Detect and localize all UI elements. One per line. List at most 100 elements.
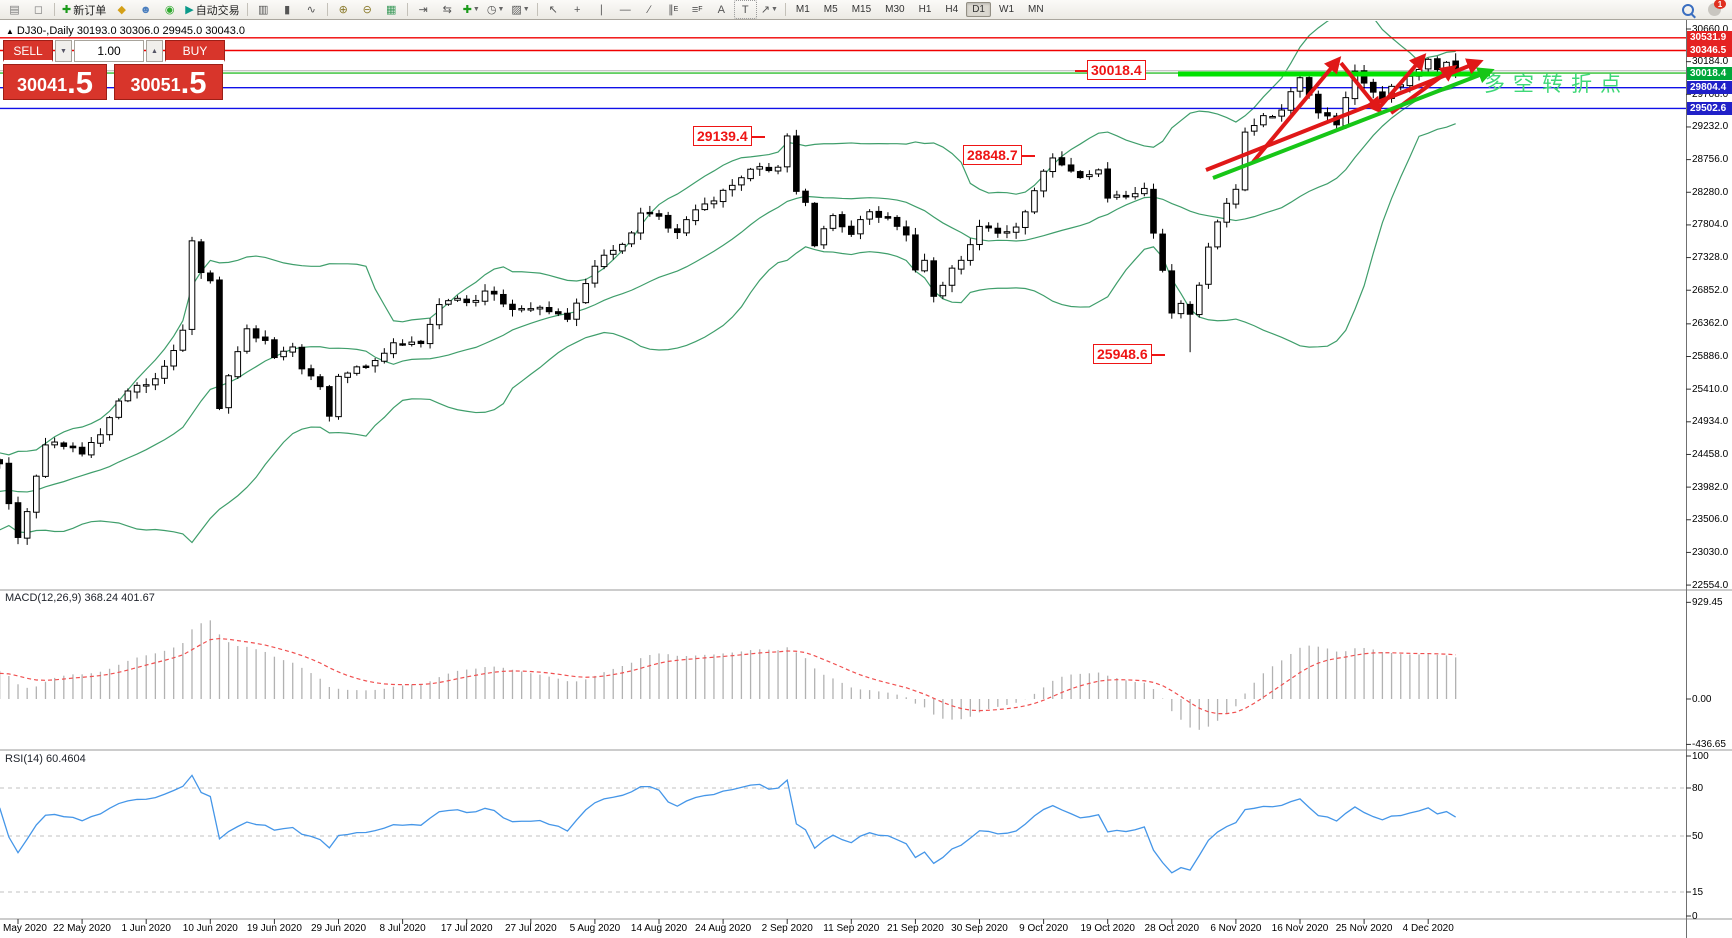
price-axis-tick: 29232.0 [1692, 121, 1729, 133]
rsi-axis-tick: 15 [1692, 886, 1704, 898]
trend-arrows[interactable] [1178, 53, 1495, 180]
template-grid-icon: ▨ [511, 4, 522, 16]
timeframe-h1[interactable]: H1 [918, 4, 932, 15]
horizontal-line-icon[interactable]: — [619, 3, 631, 16]
price-callout[interactable]: 28848.7 [963, 145, 1035, 165]
volume-input[interactable] [74, 40, 144, 62]
buy-price-main: 30051 [130, 75, 181, 95]
new-order-label: 新订单 [73, 4, 107, 17]
date-axis-label: 11 Sep 2020 [823, 923, 880, 934]
buy-price-display[interactable]: 30051.5 [114, 64, 223, 100]
fibo-sub-label: F [698, 6, 703, 13]
buy-button[interactable]: BUY [165, 40, 225, 62]
price-badge: 30346.5 [1687, 44, 1732, 57]
bar-chart-icon[interactable]: ▥ [257, 4, 269, 16]
text-label-icon[interactable]: T [733, 0, 757, 19]
line-chart-icon[interactable]: ∿ [306, 4, 316, 16]
fibo-lines-icon: ≡ [691, 3, 699, 16]
macd-axis-tick: -436.65 [1692, 738, 1726, 750]
toolbar-separator [536, 3, 538, 16]
funnel-icon[interactable]: ◆ [117, 4, 126, 16]
timeframe-mn[interactable]: MN [1028, 4, 1044, 15]
autotrade-icon: ▶ [185, 4, 194, 16]
date-axis-label: 25 Nov 2020 [1335, 923, 1393, 934]
date-axis-label: 21 Sep 2020 [887, 923, 944, 934]
new-order-button[interactable]: ✚ 新订单 [59, 0, 109, 19]
price-axis-tick: 26362.0 [1692, 318, 1729, 330]
crosshair-icon[interactable]: + [574, 3, 581, 16]
main-toolbar: ▤ ◻ ✚ 新订单 ◆ ☻ ◉ ▶ 自动交易 ▥ ▮ ∿ ⊕ ⊖ ▦ ⇥ ⇆ ✚… [0, 0, 1732, 20]
price-callout[interactable]: 25948.6 [1093, 344, 1165, 364]
autotrade-button[interactable]: ▶ 自动交易 [182, 0, 242, 19]
signal-icon[interactable]: ◉ [164, 4, 175, 16]
candle-chart-icon[interactable]: ▮ [284, 4, 291, 16]
date-axis-label: 27 Jul 2020 [504, 923, 557, 934]
chart-shift-icon[interactable]: ⇆ [442, 4, 452, 16]
text-tool-icon[interactable]: A [717, 3, 725, 16]
price-badge: 29502.6 [1687, 101, 1732, 115]
price-axis-tick: 30184.0 [1692, 56, 1729, 68]
chart-window-icon[interactable]: ▤ [9, 4, 20, 16]
auto-scroll-icon[interactable]: ⇥ [418, 4, 428, 16]
price-level-lines[interactable] [0, 37, 1686, 110]
timeframe-d1[interactable]: D1 [966, 2, 991, 17]
date-axis-label: 10 Jun 2020 [182, 923, 238, 934]
trendline-icon[interactable]: ∕ [648, 3, 651, 16]
price-axis-tick: 24934.0 [1692, 416, 1729, 428]
zoom-out-icon[interactable]: ⊖ [362, 4, 372, 16]
timeframe-w1[interactable]: W1 [999, 4, 1014, 15]
price-axis-tick: 26852.0 [1692, 284, 1729, 296]
template-icon[interactable]: ▨ ▼ [508, 0, 532, 19]
rsi-pane-plot [0, 774, 1686, 893]
timeframe-h4[interactable]: H4 [945, 4, 959, 15]
toolbar-separator [326, 3, 328, 16]
notification-icon[interactable]: 1 [1708, 0, 1726, 16]
clock-icon: ◷ [486, 4, 497, 16]
volume-increase-button[interactable]: ▲ [146, 40, 163, 62]
fibonacci-icon[interactable]: ≡ F [686, 0, 709, 19]
search-icon[interactable] [1682, 3, 1694, 16]
price-axis-tick: 29708.0 [1692, 88, 1729, 100]
toolbar-separator [54, 3, 55, 16]
chevron-down-icon: ▼ [472, 6, 480, 13]
symbol-header: ▲ DJ30-,Daily 30193.0 30306.0 29945.0 300… [6, 25, 245, 37]
symbol-ohlc-text: DJ30-,Daily 30193.0 30306.0 29945.0 3004… [16, 25, 246, 37]
timeframe-m5[interactable]: M5 [823, 4, 838, 15]
autotrade-label: 自动交易 [195, 4, 240, 17]
sell-price-display[interactable]: 30041.5 [3, 64, 107, 100]
timeframe-m1[interactable]: M1 [795, 4, 810, 15]
indicators-icon[interactable]: ✚ ▼ [460, 0, 483, 19]
chinese-annotation[interactable]: 多空转折点 [1484, 73, 1629, 96]
notification-badge: 1 [1714, 0, 1726, 9]
cursor-icon[interactable]: ↖ [548, 4, 558, 16]
vertical-line-icon[interactable]: ∣ [598, 4, 604, 16]
rsi-label: RSI(14) 60.4604 [5, 753, 86, 765]
profile-icon[interactable]: ☻ [139, 3, 152, 16]
trend-arrow-5[interactable] [1205, 58, 1484, 172]
price-axis-tick: 25886.0 [1692, 350, 1729, 362]
timeframe-m30[interactable]: M30 [885, 4, 905, 15]
zoom-in-icon[interactable]: ⊕ [338, 4, 348, 16]
channel-lines-icon: ∥ [668, 4, 674, 16]
sell-button[interactable]: SELL [3, 40, 53, 62]
date-axis-label: 19 Jun 2020 [246, 923, 302, 934]
periods-icon[interactable]: ◷ ▼ [484, 0, 508, 19]
preview-icon[interactable]: ◻ [33, 4, 44, 16]
chevron-down-icon: ▼ [522, 6, 530, 13]
volume-decrease-button[interactable]: ▼ [55, 40, 72, 62]
timeframe-buttons: M1 M5 M15 M30 H1 H4 D1 W1 MN [790, 2, 1050, 17]
macd-pane-plot [0, 620, 1457, 730]
tile-windows-icon[interactable]: ▦ [385, 4, 397, 16]
date-axis-label: 14 Aug 2020 [630, 923, 688, 934]
channel-icon[interactable]: ∥ E [662, 0, 685, 19]
price-callout[interactable]: 30018.4 [1075, 60, 1146, 80]
timeframe-m15[interactable]: M15 [851, 4, 872, 15]
trend-arrow-6[interactable] [1212, 67, 1495, 180]
macd-axis-tick: 929.45 [1692, 596, 1723, 608]
date-axis-label: 6 Nov 2020 [1210, 923, 1262, 934]
sell-price-main: 30041 [17, 75, 68, 95]
arrow-objects-icon[interactable]: ↗ ▼ [758, 0, 781, 19]
toolbar-separator [246, 3, 248, 16]
price-callout[interactable]: 29139.4 [693, 126, 765, 146]
